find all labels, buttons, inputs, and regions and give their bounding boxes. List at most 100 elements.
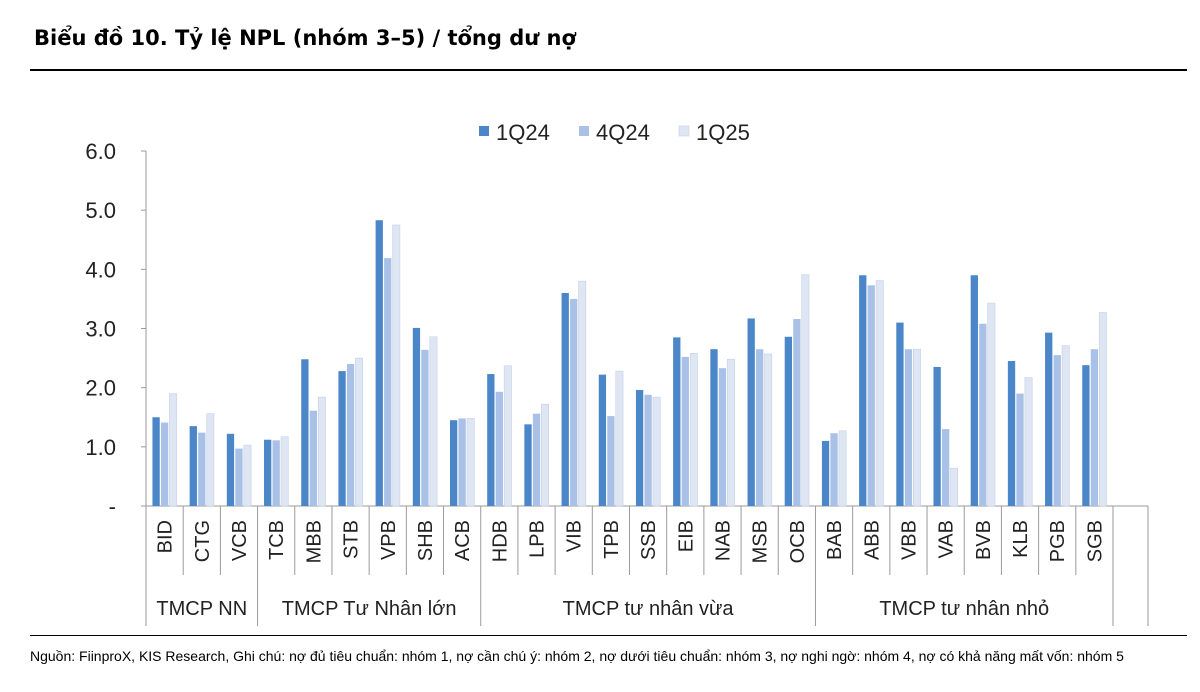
- footer-divider: [30, 635, 1187, 636]
- category-label: STB: [341, 520, 363, 559]
- bar-1q25-mbb: [317, 396, 326, 507]
- bar-1q24-bab: [821, 440, 830, 506]
- bar-1q25-tcb: [280, 436, 289, 507]
- bar-4q24-ssb: [644, 394, 652, 506]
- bar-1q24-tcb: [264, 439, 272, 506]
- bar-1q25-vab: [950, 467, 959, 507]
- bar-4q24-abb: [867, 285, 875, 506]
- category-label: HDB: [489, 520, 511, 562]
- chart-title: Biểu đồ 10. Tỷ lệ NPL (nhóm 3–5) / tổng …: [34, 26, 576, 50]
- bar-1q24-ocb: [784, 336, 793, 506]
- bar-1q24-vpb: [375, 220, 383, 506]
- bar-1q25-klb: [1024, 377, 1033, 507]
- bar-1q24-vcb: [226, 433, 235, 506]
- group-label: TMCP Tư Nhân lớn: [282, 598, 457, 620]
- bar-1q25-ocb: [801, 274, 810, 507]
- bar-4q24-stb: [346, 364, 355, 506]
- category-label: KLB: [1010, 520, 1032, 558]
- legend-swatch: [579, 126, 589, 136]
- category-label: CTG: [192, 520, 214, 562]
- bar-4q24-vab: [941, 429, 950, 506]
- category-label: VBB: [898, 520, 920, 560]
- category-label: SSB: [638, 520, 660, 560]
- y-tick-label: 1.0: [85, 435, 116, 460]
- bar-4q24-vpb: [384, 258, 392, 506]
- category-label: SHB: [415, 520, 437, 561]
- legend-swatch: [479, 126, 489, 136]
- bar-4q24-pgb: [1053, 355, 1061, 506]
- bar-1q24-abb: [859, 275, 867, 506]
- category-label: NAB: [712, 520, 734, 561]
- group-label: TMCP tư nhân vừa: [563, 598, 735, 620]
- bar-4q24-bab: [830, 433, 838, 506]
- category-label: BID: [155, 520, 177, 553]
- category-label: MBB: [303, 520, 325, 563]
- bar-1q24-sgb: [1082, 365, 1090, 506]
- bar-4q24-klb: [1016, 393, 1024, 506]
- bar-4q24-bvb: [979, 323, 987, 506]
- bar-1q25-bid: [169, 393, 178, 507]
- category-label: VIB: [564, 520, 586, 552]
- bar-1q24-nab: [710, 349, 718, 506]
- group-label: TMCP tư nhân nhỏ: [879, 598, 1049, 620]
- bar-4q24-vbb: [904, 349, 913, 506]
- bar-4q24-sgb: [1090, 349, 1099, 506]
- bar-1q25-stb: [355, 357, 364, 507]
- bar-1q25-bvb: [987, 302, 996, 507]
- bar-1q24-bvb: [970, 275, 978, 506]
- category-label: VCB: [229, 520, 251, 561]
- bar-4q24-mbb: [309, 410, 318, 506]
- bar-1q25-vib: [578, 280, 587, 507]
- bar-1q24-stb: [338, 371, 346, 506]
- category-label: VAB: [936, 520, 958, 559]
- y-tick-label: 3.0: [85, 317, 116, 342]
- bar-4q24-msb: [756, 349, 764, 506]
- category-label: ABB: [861, 520, 883, 560]
- category-label: VPB: [378, 520, 400, 560]
- category-label: EIB: [675, 520, 697, 552]
- title-divider: [30, 69, 1187, 71]
- bar-4q24-acb: [458, 418, 466, 506]
- category-label: LPB: [527, 520, 549, 558]
- category-label: OCB: [787, 520, 809, 563]
- bar-4q24-ocb: [793, 319, 801, 506]
- category-label: BVB: [973, 520, 995, 560]
- bar-1q24-msb: [747, 318, 755, 506]
- bar-1q25-ctg: [206, 413, 215, 507]
- legend-label: 4Q24: [596, 120, 650, 145]
- bar-1q24-vab: [933, 366, 941, 506]
- category-label: TCB: [266, 520, 288, 560]
- y-tick-label: 2.0: [85, 376, 116, 401]
- legend-label: 1Q24: [496, 120, 550, 145]
- bar-1q25-acb: [466, 418, 475, 507]
- bar-1q25-nab: [727, 358, 735, 507]
- bar-1q25-lpb: [541, 403, 549, 507]
- category-label: TPB: [601, 520, 623, 559]
- bar-1q24-mbb: [301, 359, 309, 506]
- bar-1q24-klb: [1007, 361, 1016, 506]
- category-label: BAB: [824, 520, 846, 560]
- group-label: TMCP NN: [156, 598, 247, 620]
- bar-1q24-hdb: [487, 374, 495, 506]
- y-tick-label: 4.0: [85, 257, 116, 282]
- bar-4q24-hdb: [495, 391, 503, 506]
- bar-1q24-pgb: [1045, 332, 1053, 506]
- bar-1q24-lpb: [524, 424, 532, 506]
- y-tick-label: -: [109, 494, 116, 519]
- bar-1q24-acb: [449, 420, 458, 506]
- category-label: PGB: [1047, 520, 1069, 562]
- bar-1q24-vbb: [896, 322, 904, 506]
- bar-4q24-bid: [160, 422, 169, 506]
- category-label: MSB: [750, 520, 772, 563]
- bar-1q24-ctg: [189, 426, 197, 506]
- npl-bar-chart: 6.0 5.0 4.0 3.0 2.0 1.0 - BID CTG VCB TCB MBB STB VPB…: [85, 120, 1149, 626]
- bar-4q24-vib: [570, 298, 578, 506]
- bar-1q25-ssb: [652, 396, 661, 507]
- bar-1q25-sgb: [1098, 312, 1107, 507]
- bar-1q24-tpb: [598, 374, 607, 506]
- bar-1q25-vpb: [392, 224, 401, 507]
- bar-1q25-vbb: [912, 348, 921, 507]
- bar-4q24-nab: [718, 368, 727, 506]
- category-label: SGB: [1084, 520, 1106, 562]
- legend-label: 1Q25: [696, 120, 750, 145]
